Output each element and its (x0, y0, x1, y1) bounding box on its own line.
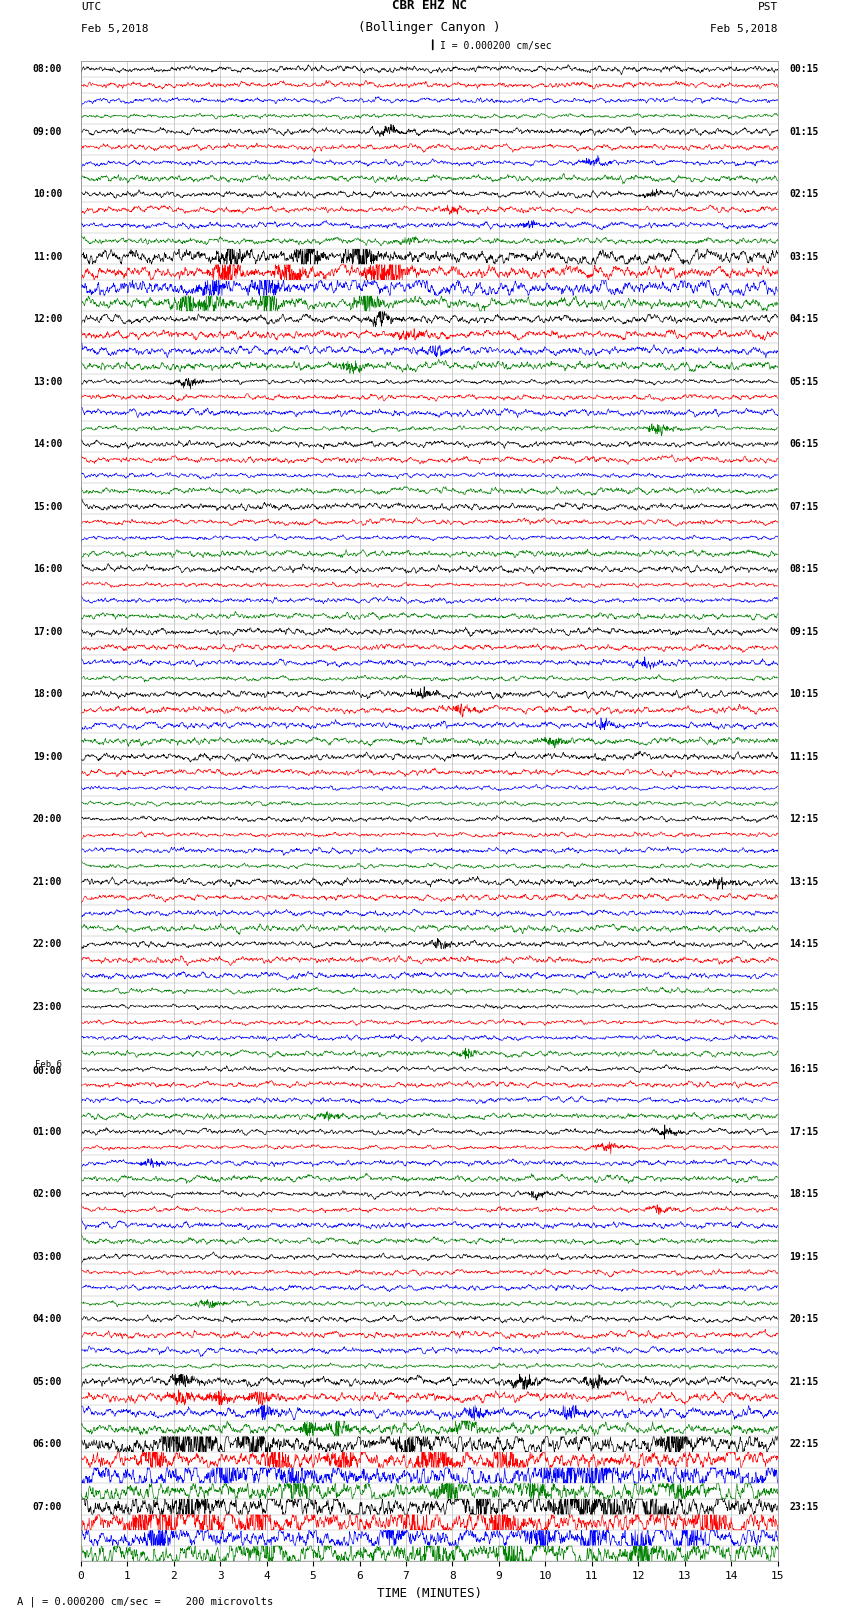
Text: 02:15: 02:15 (790, 189, 819, 198)
Text: 13:15: 13:15 (790, 876, 819, 887)
Text: 20:15: 20:15 (790, 1315, 819, 1324)
Text: 02:00: 02:00 (33, 1189, 62, 1198)
Text: Feb 6: Feb 6 (36, 1060, 62, 1069)
Text: Feb 5,2018: Feb 5,2018 (81, 24, 148, 34)
Text: 21:00: 21:00 (33, 876, 62, 887)
Text: 11:15: 11:15 (790, 752, 819, 761)
Text: PST: PST (757, 2, 778, 11)
Text: 18:15: 18:15 (790, 1189, 819, 1198)
Text: 09:00: 09:00 (33, 126, 62, 137)
Text: 17:00: 17:00 (33, 626, 62, 637)
Text: A | = 0.000200 cm/sec =    200 microvolts: A | = 0.000200 cm/sec = 200 microvolts (17, 1595, 273, 1607)
Text: 06:15: 06:15 (790, 439, 819, 448)
Text: 05:15: 05:15 (790, 376, 819, 387)
Text: 19:00: 19:00 (33, 752, 62, 761)
Text: 06:00: 06:00 (33, 1439, 62, 1448)
Text: 16:00: 16:00 (33, 565, 62, 574)
Text: 07:15: 07:15 (790, 502, 819, 511)
Text: 01:15: 01:15 (790, 126, 819, 137)
Text: 10:00: 10:00 (33, 189, 62, 198)
Text: 08:15: 08:15 (790, 565, 819, 574)
Text: 19:15: 19:15 (790, 1252, 819, 1261)
Text: 08:00: 08:00 (33, 65, 62, 74)
Text: 15:00: 15:00 (33, 502, 62, 511)
Text: 00:15: 00:15 (790, 65, 819, 74)
Text: 13:00: 13:00 (33, 376, 62, 387)
Text: 10:15: 10:15 (790, 689, 819, 698)
Text: 05:00: 05:00 (33, 1376, 62, 1387)
Text: 04:15: 04:15 (790, 315, 819, 324)
Text: 20:00: 20:00 (33, 815, 62, 824)
Text: 17:15: 17:15 (790, 1126, 819, 1137)
Text: 12:00: 12:00 (33, 315, 62, 324)
Text: 18:00: 18:00 (33, 689, 62, 698)
Text: 03:00: 03:00 (33, 1252, 62, 1261)
Text: I = 0.000200 cm/sec: I = 0.000200 cm/sec (439, 42, 552, 52)
Text: 14:00: 14:00 (33, 439, 62, 448)
Text: 22:15: 22:15 (790, 1439, 819, 1448)
Text: UTC: UTC (81, 2, 101, 11)
Text: 21:15: 21:15 (790, 1376, 819, 1387)
Text: 07:00: 07:00 (33, 1502, 62, 1511)
Text: CBR EHZ NC: CBR EHZ NC (392, 0, 467, 11)
Text: 04:00: 04:00 (33, 1315, 62, 1324)
Text: 23:00: 23:00 (33, 1002, 62, 1011)
Text: Feb 5,2018: Feb 5,2018 (711, 24, 778, 34)
Text: 23:15: 23:15 (790, 1502, 819, 1511)
Text: 15:15: 15:15 (790, 1002, 819, 1011)
Text: 11:00: 11:00 (33, 252, 62, 261)
X-axis label: TIME (MINUTES): TIME (MINUTES) (377, 1587, 482, 1600)
Text: (Bollinger Canyon ): (Bollinger Canyon ) (358, 21, 501, 34)
Text: 01:00: 01:00 (33, 1126, 62, 1137)
Text: 22:00: 22:00 (33, 939, 62, 948)
Text: 09:15: 09:15 (790, 626, 819, 637)
Text: 03:15: 03:15 (790, 252, 819, 261)
Text: 00:00: 00:00 (33, 1066, 62, 1076)
Text: 12:15: 12:15 (790, 815, 819, 824)
Text: 14:15: 14:15 (790, 939, 819, 948)
Text: 16:15: 16:15 (790, 1065, 819, 1074)
